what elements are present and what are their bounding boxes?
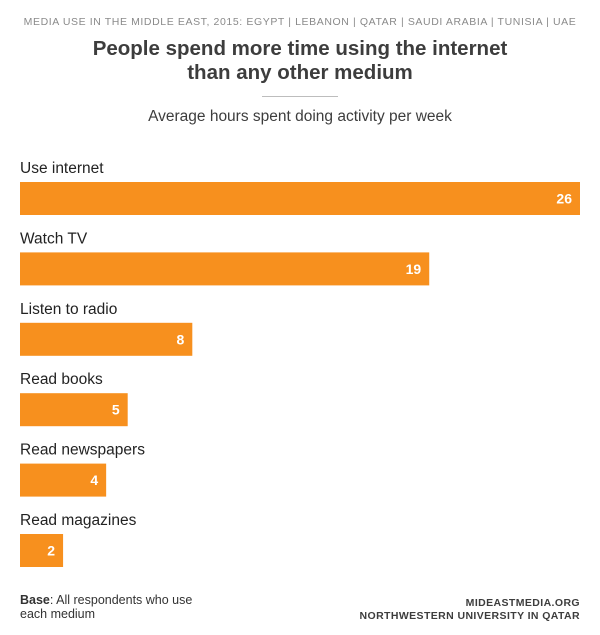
chart-kicker: MEDIA USE IN THE MIDDLE EAST, 2015: EGYP… bbox=[23, 16, 577, 28]
source-site: MIDEASTMEDIA.ORG bbox=[465, 597, 580, 609]
title-divider bbox=[262, 96, 338, 97]
category-label-listen-to-radio: Listen to radio bbox=[20, 301, 117, 318]
value-label-use-internet: 26 bbox=[556, 191, 572, 207]
source-credit: MIDEASTMEDIA.ORG NORTHWESTERN UNIVERSITY… bbox=[360, 597, 580, 623]
value-label-listen-to-radio: 8 bbox=[177, 331, 185, 347]
bar-read-newspapers bbox=[20, 463, 107, 497]
base-note: Base: All respondents who use each mediu… bbox=[20, 593, 200, 621]
category-label-read-magazines: Read magazines bbox=[20, 512, 137, 529]
chart-title: People spend more time using the interne… bbox=[0, 37, 600, 85]
category-label-read-books: Read books bbox=[20, 371, 103, 388]
value-label-read-newspapers: 4 bbox=[90, 472, 98, 488]
base-note-label: Base bbox=[20, 593, 50, 607]
bar-watch-tv bbox=[20, 252, 430, 286]
bar-use-internet bbox=[20, 182, 580, 215]
chart-title-line-1: People spend more time using the interne… bbox=[92, 37, 508, 60]
value-label-watch-tv: 19 bbox=[406, 261, 422, 277]
bar-read-books bbox=[20, 393, 128, 427]
base-note-text: : All respondents who use each medium bbox=[20, 593, 193, 621]
bar-listen-to-radio bbox=[20, 322, 193, 356]
chart-subtitle: Average hours spent doing activity per w… bbox=[148, 108, 452, 125]
chart-title-line-2: than any other medium bbox=[187, 61, 413, 84]
category-label-watch-tv: Watch TV bbox=[20, 230, 88, 247]
source-org: NORTHWESTERN UNIVERSITY IN QATAR bbox=[359, 610, 580, 622]
value-label-read-books: 5 bbox=[112, 402, 120, 418]
category-label-use-internet: Use internet bbox=[20, 160, 104, 177]
bar-read-magazines bbox=[20, 534, 64, 567]
value-label-read-magazines: 2 bbox=[47, 543, 55, 559]
category-label-read-newspapers: Read newspapers bbox=[20, 442, 145, 459]
